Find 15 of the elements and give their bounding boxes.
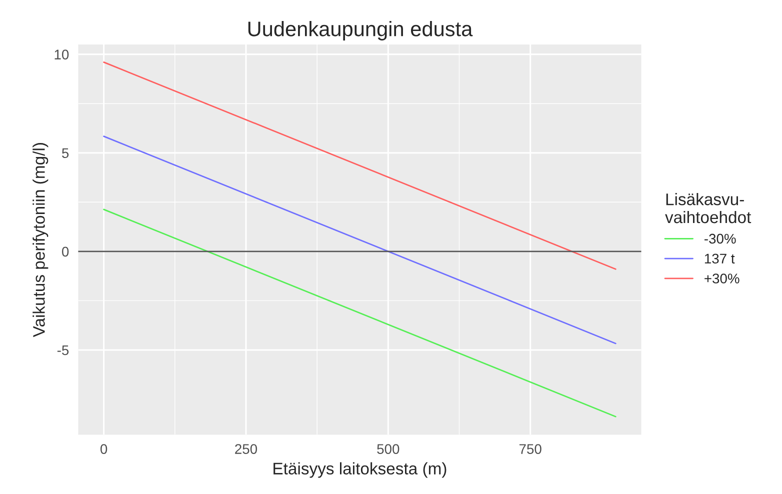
legend-title: Lisäkasvu- vaihtoehdot	[665, 193, 752, 224]
x-tick-label: 0	[100, 444, 108, 454]
y-tick-label: 5	[62, 148, 69, 158]
x-axis-title: Etäisyys laitoksesta (m)	[274, 462, 446, 478]
chart-title: Uudenkaupungin edusta	[248, 21, 473, 40]
legend-label: -30%	[704, 234, 736, 244]
y-tick-label: -5	[57, 345, 69, 356]
legend-label: 137 t	[704, 254, 735, 264]
x-tick-label: 500	[377, 444, 400, 454]
x-tick-label: 750	[519, 444, 542, 454]
y-tick-label: 10	[54, 50, 69, 60]
y-tick-label: 0	[62, 246, 69, 257]
x-tick-label: 250	[235, 444, 258, 454]
y-axis-title: Vaikutus perifytoniin (mg/l)	[32, 143, 48, 338]
legend-label: +30%	[704, 274, 740, 284]
